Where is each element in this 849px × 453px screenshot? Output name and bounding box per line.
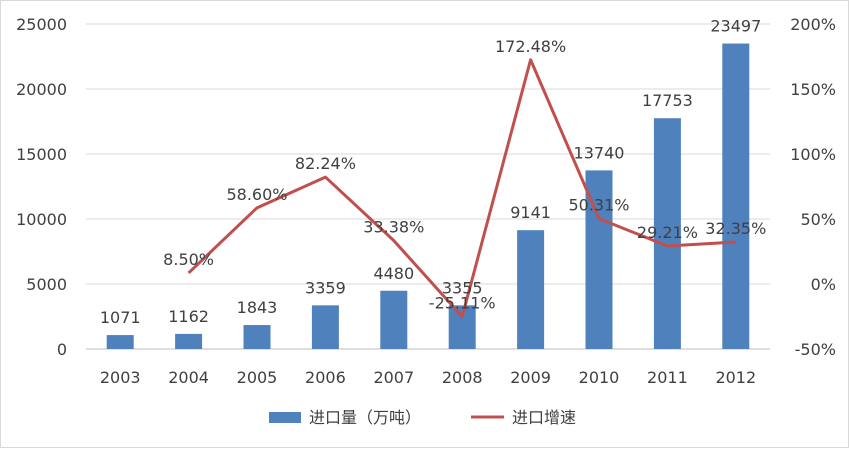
left-axis-tick-label: 10000 — [16, 210, 67, 229]
right-axis-tick-label: 50% — [800, 210, 836, 229]
x-axis-tick-label: 2008 — [442, 368, 483, 387]
left-axis-tick-label: 15000 — [16, 145, 67, 164]
bar-value-label: 13740 — [574, 143, 625, 162]
line-series — [187, 58, 736, 319]
bar-value-label: 3355 — [442, 278, 483, 297]
bar — [722, 43, 750, 349]
bar-value-label: 3359 — [305, 278, 346, 297]
left-axis-tick-label: 25000 — [16, 15, 67, 34]
x-axis-tick-label: 2007 — [373, 368, 414, 387]
line-value-label: 50.31% — [568, 196, 629, 215]
right-axis-tick-label: -50% — [795, 340, 836, 359]
bar — [175, 333, 203, 349]
x-axis-tick-label: 2003 — [100, 368, 141, 387]
x-axis-tick-label: 2011 — [647, 368, 688, 387]
bar-value-label: 9141 — [510, 203, 551, 222]
bar — [380, 290, 408, 349]
bar-value-label: 1071 — [100, 308, 141, 327]
right-axis-tick-label: 0% — [811, 275, 836, 294]
x-axis-tick-label: 2006 — [305, 368, 346, 387]
x-axis-tick-label: 2012 — [715, 368, 756, 387]
line-value-label: 8.50% — [163, 250, 214, 269]
bar-value-label: 23497 — [710, 17, 761, 36]
x-axis-tick-label: 2009 — [510, 368, 551, 387]
bar — [311, 305, 339, 349]
bar — [243, 325, 271, 349]
x-axis-tick-label: 2005 — [237, 368, 278, 387]
growth-line — [187, 58, 736, 319]
line-value-label: 33.38% — [363, 218, 424, 237]
right-axis-tick-label: 100% — [790, 145, 836, 164]
bar — [653, 118, 681, 349]
line-value-label: 172.48% — [495, 37, 566, 56]
bar-value-label: 4480 — [373, 264, 414, 283]
legend-label: 进口增速 — [512, 408, 576, 427]
bar-value-label: 1162 — [168, 307, 209, 326]
line-value-label: 29.21% — [637, 223, 698, 242]
bar-value-label: 1843 — [237, 298, 278, 317]
x-axis-tick-label: 2010 — [579, 368, 620, 387]
line-value-label: -25.11% — [429, 294, 496, 313]
bar — [106, 335, 134, 349]
bar — [517, 230, 545, 349]
right-axis-tick-label: 150% — [790, 80, 836, 99]
left-axis-tick-label: 5000 — [26, 275, 67, 294]
right-axis-tick-label: 200% — [790, 15, 836, 34]
axes: 0 5000 10000 15000 20000 25000 -50% 0% 50% 100% 15… — [16, 15, 836, 387]
legend-swatch-bar — [269, 412, 301, 423]
bar-series — [106, 43, 750, 349]
line-value-label: 32.35% — [705, 219, 766, 238]
legend: 进口量（万吨） 进口增速 — [269, 408, 576, 427]
left-axis-tick-label: 20000 — [16, 80, 67, 99]
line-value-label: 82.24% — [295, 154, 356, 173]
left-axis-tick-label: 0 — [57, 340, 67, 359]
x-axis-tick-label: 2004 — [168, 368, 209, 387]
legend-label: 进口量（万吨） — [309, 408, 421, 427]
data-labels: 1071 1162 1843 3359 4480 3355 9141 13740 17753 23… — [100, 17, 766, 328]
bar-value-label: 17753 — [642, 91, 693, 110]
line-value-label: 58.60% — [226, 185, 287, 204]
